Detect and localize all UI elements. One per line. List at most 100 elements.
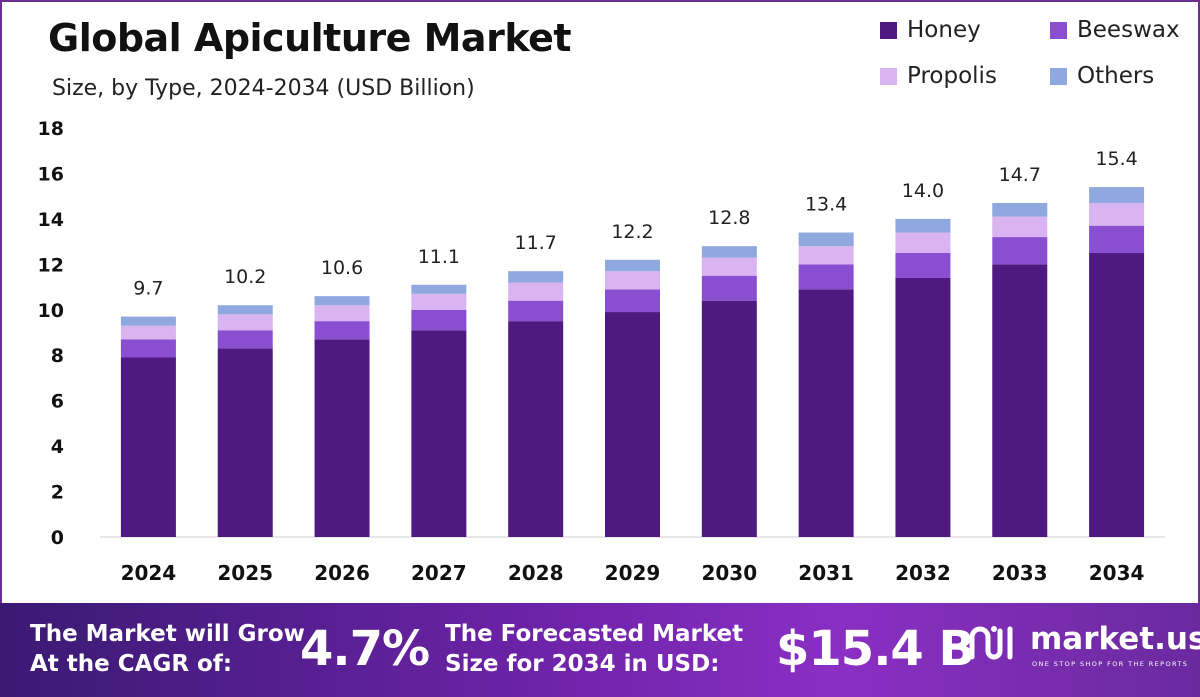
bar-segment-honey-2032 <box>895 277 951 537</box>
forecast-label-line1: The Forecasted Market <box>445 621 744 647</box>
bar-segment-others-2028 <box>508 271 564 283</box>
brand-name: market.us <box>1030 621 1200 657</box>
legend-swatch-others <box>1050 67 1067 85</box>
cagr-label-line2: At the CAGR of: <box>30 651 233 677</box>
legend-item-beeswax: Beeswax <box>1050 16 1180 44</box>
x-tick-label-2030: 2030 <box>701 561 757 585</box>
bar-segment-honey-2025 <box>217 348 273 537</box>
bar-segment-others-2032 <box>895 218 951 233</box>
y-tick-label: 4 <box>51 436 64 458</box>
y-tick-label: 18 <box>38 118 64 140</box>
bar-segment-honey-2033 <box>992 264 1048 537</box>
x-tick-label-2033: 2033 <box>992 561 1048 585</box>
legend-label-others: Others <box>1077 63 1155 89</box>
cagr-label-line1: The Market will Grow <box>30 621 305 647</box>
legend-swatch-propolis <box>880 67 897 85</box>
bar-segment-honey-2028 <box>508 321 564 537</box>
y-tick-label: 0 <box>51 527 64 549</box>
y-tick-label: 2 <box>51 482 64 504</box>
bar-segment-others-2024 <box>120 316 176 326</box>
y-tick-label: 14 <box>38 209 64 231</box>
bar-segment-others-2034 <box>1089 187 1145 203</box>
bar-segment-honey-2030 <box>701 300 757 537</box>
bar-segment-honey-2029 <box>605 312 660 537</box>
bar-segment-beeswax-2030 <box>701 275 757 301</box>
bar-segment-beeswax-2024 <box>120 339 176 358</box>
y-tick-label: 8 <box>51 345 64 367</box>
total-label-2027: 11.1 <box>418 246 460 268</box>
x-tick-label-2024: 2024 <box>121 561 177 585</box>
x-tick-label-2031: 2031 <box>798 561 854 585</box>
bar-segment-others-2027 <box>411 284 467 294</box>
bar-segment-propolis-2029 <box>605 271 660 290</box>
bar-segment-beeswax-2028 <box>508 300 564 322</box>
chart-title: Global Apiculture Market <box>48 16 572 60</box>
x-tick-label-2029: 2029 <box>605 561 661 585</box>
total-label-2031: 13.4 <box>805 194 847 216</box>
bar-segment-beeswax-2031 <box>798 264 854 290</box>
total-label-2029: 12.2 <box>611 221 653 243</box>
forecast-value: $15.4 B <box>776 621 975 677</box>
bar-segment-propolis-2031 <box>798 246 854 265</box>
market-us-logo-icon <box>969 626 1013 660</box>
x-tick-label-2028: 2028 <box>508 561 564 585</box>
legend-item-others: Others <box>1050 62 1154 90</box>
brand-tagline: ONE STOP SHOP FOR THE REPORTS <box>1032 660 1189 668</box>
bar-segment-beeswax-2032 <box>895 252 951 278</box>
total-label-2033: 14.7 <box>999 164 1041 186</box>
bar-segment-propolis-2034 <box>1089 202 1145 226</box>
summary-banner: The Market will Grow At the CAGR of: 4.7… <box>0 603 1200 697</box>
bar-segment-honey-2026 <box>314 339 370 537</box>
bar-segment-beeswax-2025 <box>217 330 273 349</box>
legend-item-honey: Honey <box>880 16 981 44</box>
legend: Honey Beeswax Propolis Others <box>880 16 1190 106</box>
bar-segment-honey-2027 <box>411 330 467 537</box>
bar-segment-propolis-2024 <box>120 325 176 340</box>
bar-segment-propolis-2030 <box>701 257 757 276</box>
bar-segment-honey-2024 <box>120 357 176 537</box>
stacked-bar-chart: 0 2 4 6 8 10 12 14 16 18 9.7 2024 10.2 2025 10.6 2026 11… <box>38 118 1165 585</box>
bar-segment-propolis-2026 <box>314 305 370 322</box>
legend-item-propolis: Propolis <box>880 62 997 90</box>
total-label-2025: 10.2 <box>224 266 266 288</box>
forecast-label: The Forecasted Market Size for 2034 in U… <box>445 619 743 679</box>
brand-logo: market.us ONE STOP SHOP FOR THE REPORTS <box>966 621 1200 681</box>
bar-segment-others-2026 <box>314 296 370 306</box>
chart-subtitle: Size, by Type, 2024-2034 (USD Billion) <box>52 76 475 101</box>
legend-label-honey: Honey <box>907 17 981 43</box>
total-label-2030: 12.8 <box>708 207 750 229</box>
x-tick-label-2026: 2026 <box>314 561 370 585</box>
legend-label-beeswax: Beeswax <box>1077 17 1180 43</box>
bar-segment-others-2033 <box>992 202 1048 217</box>
bar-segment-propolis-2027 <box>411 293 467 310</box>
total-label-2028: 11.7 <box>515 232 557 254</box>
y-tick-label: 6 <box>51 391 64 413</box>
bar-segment-others-2030 <box>701 246 757 258</box>
total-label-2024: 9.7 <box>133 278 163 300</box>
bar-segment-propolis-2028 <box>508 282 564 301</box>
cagr-value: 4.7% <box>300 621 430 677</box>
bar-segment-beeswax-2033 <box>992 237 1048 265</box>
bar-segment-honey-2034 <box>1089 252 1145 537</box>
bar-segment-propolis-2032 <box>895 232 951 253</box>
y-tick-label: 16 <box>38 163 64 185</box>
bar-segment-beeswax-2027 <box>411 309 467 331</box>
bar-segment-others-2031 <box>798 232 854 247</box>
forecast-label-line2: Size for 2034 in USD: <box>445 651 720 677</box>
y-tick-label: 12 <box>38 254 64 276</box>
total-label-2032: 14.0 <box>902 180 944 202</box>
bar-segment-beeswax-2034 <box>1089 225 1145 253</box>
bar-segment-others-2029 <box>605 259 660 272</box>
x-tick-label-2025: 2025 <box>217 561 273 585</box>
bar-segment-beeswax-2029 <box>605 289 660 313</box>
legend-swatch-honey <box>880 21 897 39</box>
bar-segment-beeswax-2026 <box>314 321 370 340</box>
x-tick-label-2034: 2034 <box>1089 561 1145 585</box>
y-tick-label: 10 <box>38 300 64 322</box>
legend-swatch-beeswax <box>1050 21 1067 39</box>
x-tick-label-2032: 2032 <box>895 561 951 585</box>
bar-segment-others-2025 <box>217 305 273 315</box>
bar-segment-propolis-2033 <box>992 216 1048 238</box>
x-tick-label-2027: 2027 <box>411 561 467 585</box>
bar-segment-propolis-2025 <box>217 314 273 331</box>
